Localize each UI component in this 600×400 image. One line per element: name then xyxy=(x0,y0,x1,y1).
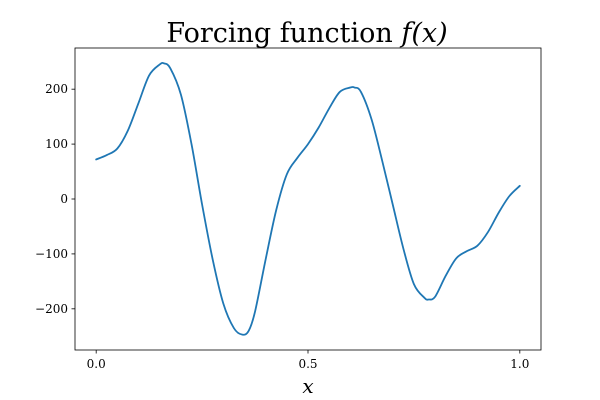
x-tick-label: 0.5 xyxy=(298,357,317,371)
chart-title: Forcing function f(x) xyxy=(166,18,447,49)
plot-area xyxy=(95,62,521,336)
ticks-group: 0.0 0.5 1.0 −200 −100 0 100 200 xyxy=(35,82,529,371)
x-tick-label: 0.0 xyxy=(87,357,106,371)
x-tick-label: 1.0 xyxy=(510,357,529,371)
y-tick-label: 0 xyxy=(60,192,68,206)
y-tick-label: −100 xyxy=(35,247,68,261)
y-tick-label: 100 xyxy=(45,137,68,151)
y-tick-label: 200 xyxy=(45,82,68,96)
axes-frame xyxy=(74,47,542,351)
chart-title-math: f(x) xyxy=(399,18,447,49)
x-axis-label: x xyxy=(302,374,313,398)
chart-title-text: Forcing function xyxy=(166,18,401,49)
y-tick-label: −200 xyxy=(35,302,68,316)
series-line xyxy=(95,62,521,336)
